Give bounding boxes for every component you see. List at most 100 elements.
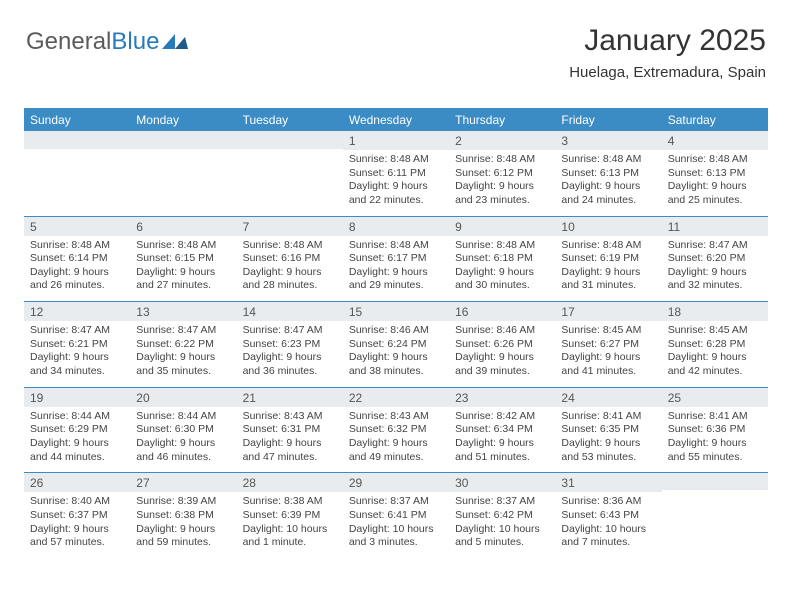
day-number: 23 [449,387,555,407]
day-number: 8 [343,216,449,236]
month-title: January 2025 [569,24,766,58]
calendar-week-row: 12Sunrise: 8:47 AM Sunset: 6:21 PM Dayli… [24,301,768,387]
day-number: 28 [237,472,343,492]
day-details: Sunrise: 8:48 AM Sunset: 6:16 PM Dayligh… [237,236,343,302]
day-details: Sunrise: 8:48 AM Sunset: 6:12 PM Dayligh… [449,150,555,216]
calendar-day-cell: 28Sunrise: 8:38 AM Sunset: 6:39 PM Dayli… [237,472,343,558]
day-details: Sunrise: 8:41 AM Sunset: 6:36 PM Dayligh… [662,407,768,473]
calendar-day-cell: 25Sunrise: 8:41 AM Sunset: 6:36 PM Dayli… [662,387,768,473]
day-details: Sunrise: 8:47 AM Sunset: 6:23 PM Dayligh… [237,321,343,387]
calendar-day-cell: 26Sunrise: 8:40 AM Sunset: 6:37 PM Dayli… [24,472,130,558]
calendar-day-cell: 7Sunrise: 8:48 AM Sunset: 6:16 PM Daylig… [237,216,343,302]
day-number: 24 [555,387,661,407]
calendar-day-cell: 20Sunrise: 8:44 AM Sunset: 6:30 PM Dayli… [130,387,236,473]
day-number: 1 [343,131,449,150]
calendar-week-row: 1Sunrise: 8:48 AM Sunset: 6:11 PM Daylig… [24,131,768,216]
weekday-header: Monday [130,108,236,131]
day-number: 6 [130,216,236,236]
calendar-day-cell: 1Sunrise: 8:48 AM Sunset: 6:11 PM Daylig… [343,131,449,216]
day-details: Sunrise: 8:45 AM Sunset: 6:27 PM Dayligh… [555,321,661,387]
calendar-week-row: 26Sunrise: 8:40 AM Sunset: 6:37 PM Dayli… [24,472,768,558]
day-details: Sunrise: 8:40 AM Sunset: 6:37 PM Dayligh… [24,492,130,558]
calendar-day-cell: 8Sunrise: 8:48 AM Sunset: 6:17 PM Daylig… [343,216,449,302]
day-number: 30 [449,472,555,492]
calendar-day-cell: 31Sunrise: 8:36 AM Sunset: 6:43 PM Dayli… [555,472,661,558]
calendar-day-cell: 22Sunrise: 8:43 AM Sunset: 6:32 PM Dayli… [343,387,449,473]
calendar-day-cell: 16Sunrise: 8:46 AM Sunset: 6:26 PM Dayli… [449,301,555,387]
day-number: 31 [555,472,661,492]
calendar-table: SundayMondayTuesdayWednesdayThursdayFrid… [24,108,768,558]
day-number [130,131,236,149]
day-details: Sunrise: 8:48 AM Sunset: 6:19 PM Dayligh… [555,236,661,302]
day-number: 7 [237,216,343,236]
calendar-day-cell: 9Sunrise: 8:48 AM Sunset: 6:18 PM Daylig… [449,216,555,302]
day-details [130,149,236,160]
day-details: Sunrise: 8:37 AM Sunset: 6:42 PM Dayligh… [449,492,555,558]
day-number [237,131,343,149]
calendar-day-cell: 19Sunrise: 8:44 AM Sunset: 6:29 PM Dayli… [24,387,130,473]
weekday-header: Saturday [662,108,768,131]
day-number: 10 [555,216,661,236]
weekday-header: Friday [555,108,661,131]
calendar-day-cell: 23Sunrise: 8:42 AM Sunset: 6:34 PM Dayli… [449,387,555,473]
day-details [237,149,343,160]
location: Huelaga, Extremadura, Spain [569,64,766,81]
weekday-header-row: SundayMondayTuesdayWednesdayThursdayFrid… [24,108,768,131]
day-details [24,149,130,160]
calendar-day-cell [24,131,130,216]
day-number: 3 [555,131,661,150]
weekday-header: Wednesday [343,108,449,131]
day-details: Sunrise: 8:48 AM Sunset: 6:13 PM Dayligh… [555,150,661,216]
day-number: 19 [24,387,130,407]
calendar-week-row: 5Sunrise: 8:48 AM Sunset: 6:14 PM Daylig… [24,216,768,302]
day-number: 27 [130,472,236,492]
calendar-day-cell: 3Sunrise: 8:48 AM Sunset: 6:13 PM Daylig… [555,131,661,216]
day-number: 13 [130,301,236,321]
day-number: 29 [343,472,449,492]
calendar-day-cell: 10Sunrise: 8:48 AM Sunset: 6:19 PM Dayli… [555,216,661,302]
day-details: Sunrise: 8:44 AM Sunset: 6:30 PM Dayligh… [130,407,236,473]
day-details: Sunrise: 8:47 AM Sunset: 6:21 PM Dayligh… [24,321,130,387]
day-details: Sunrise: 8:42 AM Sunset: 6:34 PM Dayligh… [449,407,555,473]
brand-triangle-icon [162,28,188,56]
calendar-day-cell: 29Sunrise: 8:37 AM Sunset: 6:41 PM Dayli… [343,472,449,558]
day-details: Sunrise: 8:47 AM Sunset: 6:20 PM Dayligh… [662,236,768,302]
day-number: 20 [130,387,236,407]
day-number [24,131,130,149]
day-number: 16 [449,301,555,321]
calendar-day-cell [662,472,768,558]
day-number [662,472,768,490]
day-details: Sunrise: 8:41 AM Sunset: 6:35 PM Dayligh… [555,407,661,473]
day-details: Sunrise: 8:43 AM Sunset: 6:32 PM Dayligh… [343,407,449,473]
weekday-header: Tuesday [237,108,343,131]
day-details: Sunrise: 8:39 AM Sunset: 6:38 PM Dayligh… [130,492,236,558]
day-details: Sunrise: 8:48 AM Sunset: 6:15 PM Dayligh… [130,236,236,302]
day-details: Sunrise: 8:45 AM Sunset: 6:28 PM Dayligh… [662,321,768,387]
day-number: 25 [662,387,768,407]
day-number: 22 [343,387,449,407]
day-number: 18 [662,301,768,321]
calendar-day-cell: 30Sunrise: 8:37 AM Sunset: 6:42 PM Dayli… [449,472,555,558]
calendar-day-cell: 18Sunrise: 8:45 AM Sunset: 6:28 PM Dayli… [662,301,768,387]
weekday-header: Sunday [24,108,130,131]
day-details: Sunrise: 8:48 AM Sunset: 6:14 PM Dayligh… [24,236,130,302]
day-details: Sunrise: 8:44 AM Sunset: 6:29 PM Dayligh… [24,407,130,473]
brand-part2: Blue [111,28,159,56]
calendar-day-cell: 15Sunrise: 8:46 AM Sunset: 6:24 PM Dayli… [343,301,449,387]
day-details: Sunrise: 8:36 AM Sunset: 6:43 PM Dayligh… [555,492,661,558]
day-details: Sunrise: 8:38 AM Sunset: 6:39 PM Dayligh… [237,492,343,558]
weekday-header: Thursday [449,108,555,131]
day-details: Sunrise: 8:46 AM Sunset: 6:26 PM Dayligh… [449,321,555,387]
calendar-day-cell: 2Sunrise: 8:48 AM Sunset: 6:12 PM Daylig… [449,131,555,216]
day-number: 4 [662,131,768,150]
day-number: 5 [24,216,130,236]
calendar-day-cell: 11Sunrise: 8:47 AM Sunset: 6:20 PM Dayli… [662,216,768,302]
day-number: 11 [662,216,768,236]
day-number: 21 [237,387,343,407]
day-details: Sunrise: 8:47 AM Sunset: 6:22 PM Dayligh… [130,321,236,387]
calendar-day-cell: 13Sunrise: 8:47 AM Sunset: 6:22 PM Dayli… [130,301,236,387]
calendar-day-cell: 27Sunrise: 8:39 AM Sunset: 6:38 PM Dayli… [130,472,236,558]
calendar-day-cell: 6Sunrise: 8:48 AM Sunset: 6:15 PM Daylig… [130,216,236,302]
calendar-day-cell [130,131,236,216]
brand-logo: GeneralBlue [26,28,188,56]
